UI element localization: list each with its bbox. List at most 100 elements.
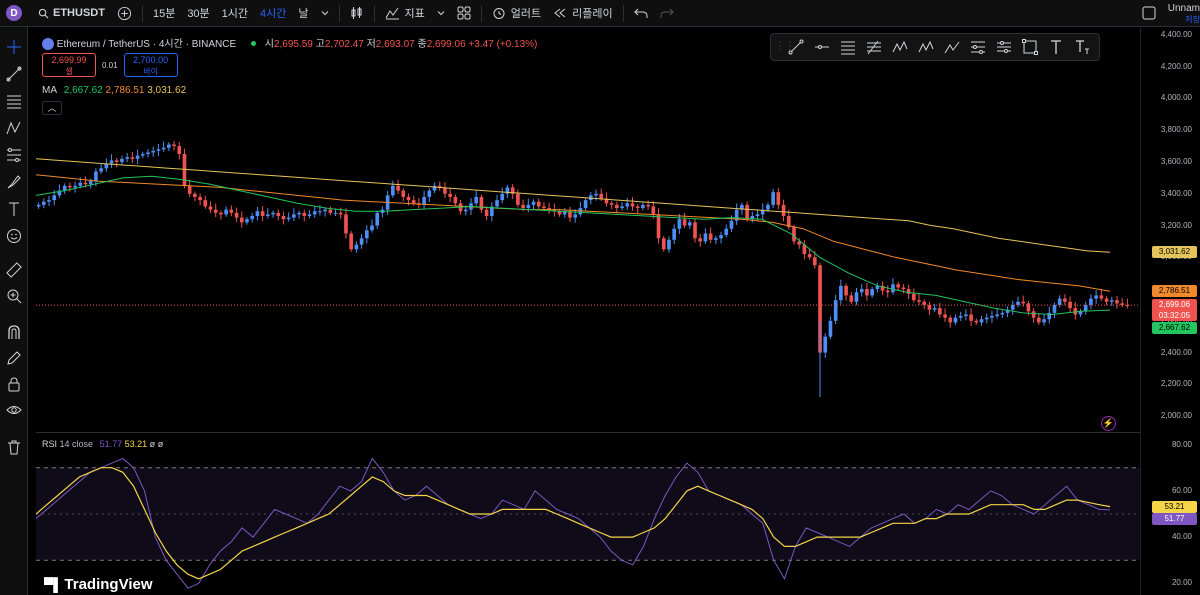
top-toolbar: D ETHUSDT 15분 30분 1시간 4시간 날 지표 얼러트 리플레이	[0, 0, 1200, 27]
candle	[615, 204, 619, 209]
drag-handle[interactable]: ⋮⋮	[775, 41, 795, 52]
lightning-icon[interactable]: ⚡	[1101, 416, 1116, 431]
ruler-tool[interactable]	[0, 259, 28, 281]
timeframe-4h[interactable]: 4시간	[260, 8, 287, 20]
zoom-tool[interactable]	[0, 285, 28, 307]
candle	[437, 185, 442, 188]
pane-divider[interactable]	[36, 432, 1200, 433]
delete-drawings-tool[interactable]	[0, 436, 28, 458]
horizontal-lines-tool[interactable]	[0, 90, 28, 112]
timeframe-15m[interactable]: 15분	[152, 8, 176, 20]
candle	[901, 287, 906, 290]
chevron-up-icon: ︿	[47, 103, 57, 113]
candle	[68, 185, 72, 188]
candle	[724, 228, 729, 236]
text-tool[interactable]	[0, 198, 28, 220]
candle	[531, 201, 536, 205]
candle	[609, 203, 614, 205]
drawing-mode-tool[interactable]	[0, 347, 28, 369]
replay-button[interactable]: 리플레이	[547, 0, 618, 27]
price-axis-tick: 3,200.00	[1160, 220, 1192, 230]
text-small-button[interactable]	[1069, 34, 1095, 60]
candle	[651, 206, 656, 215]
candle	[594, 193, 598, 196]
candle	[1073, 308, 1078, 315]
user-avatar[interactable]: D	[6, 5, 22, 21]
candle	[802, 244, 807, 255]
fib-tool[interactable]	[0, 144, 28, 166]
chart-type-button[interactable]	[344, 0, 370, 27]
candle	[338, 212, 343, 215]
ma-legend[interactable]: MA 2,667.62 2,786.51 3,031.62	[42, 85, 186, 96]
emoji-tool[interactable]	[0, 225, 28, 247]
lock-drawings-tool[interactable]	[0, 373, 28, 395]
candles-icon	[351, 7, 362, 19]
templates-button[interactable]	[451, 0, 477, 27]
candle	[323, 209, 327, 212]
fib-retracement-button[interactable]	[861, 34, 887, 60]
hide-drawings-tool[interactable]	[0, 399, 28, 421]
brush-tool[interactable]	[0, 171, 28, 193]
change-value: +3.47 (+0.13%)	[468, 39, 538, 50]
lock-icon	[8, 377, 20, 392]
alert-button[interactable]: 얼러트	[486, 0, 547, 27]
regression-channel-button[interactable]	[965, 34, 991, 60]
pencil-lock-icon	[7, 351, 21, 365]
price-axis[interactable]: 4,400.00 4,200.00 4,000.00 3,800.00 3,600.00…	[1140, 27, 1200, 595]
symbol-name: ETHUSDT	[53, 7, 105, 19]
indicators-button[interactable]: 지표	[379, 0, 431, 27]
symbol-title[interactable]: Ethereum / TetherUS · 4시간 · BINANCE	[56, 39, 237, 50]
timeframe-1d[interactable]: 날	[298, 8, 309, 20]
magnet-tool[interactable]	[0, 321, 28, 343]
xabcd-pattern-button[interactable]	[887, 34, 913, 60]
sell-button[interactable]: 2,699.99 셀	[42, 53, 96, 77]
rectangle-button[interactable]	[1017, 34, 1043, 60]
indicators-dropdown[interactable]	[431, 0, 451, 27]
long-position-button[interactable]	[991, 34, 1017, 60]
tradingview-logo[interactable]: ▀▌ TradingView	[44, 576, 153, 593]
rsi-pane[interactable]	[36, 433, 1140, 595]
parallel-channel-button[interactable]	[835, 34, 861, 60]
undo-button[interactable]	[628, 0, 654, 27]
compare-button[interactable]	[111, 0, 138, 27]
candle	[521, 204, 525, 209]
long-position-icon	[997, 41, 1011, 53]
timeframe-1h[interactable]: 1시간	[221, 8, 249, 20]
candle	[193, 193, 197, 197]
trend-line-tool[interactable]	[0, 63, 28, 85]
timeframe-dropdown[interactable]	[315, 0, 335, 27]
pattern-tool[interactable]	[0, 117, 28, 139]
timeframe-30m[interactable]: 30분	[187, 8, 210, 20]
rsi-legend[interactable]: RSI 14 close 51.77 53.21 ø ø	[42, 439, 163, 449]
candlestick-series	[36, 141, 1130, 398]
candle	[760, 209, 765, 215]
candle	[78, 182, 83, 186]
candle	[307, 214, 312, 216]
candle	[359, 238, 364, 245]
candle	[354, 244, 359, 250]
layout-name-button[interactable]: Unnam 저장	[1168, 3, 1200, 25]
candle	[625, 203, 630, 207]
price-chart-pane[interactable]	[36, 27, 1140, 432]
crosshair-tool[interactable]	[0, 36, 28, 58]
candle	[396, 185, 400, 191]
symbol-search-button[interactable]: ETHUSDT	[32, 0, 111, 27]
magnet-icon	[8, 325, 20, 339]
redo-button[interactable]	[654, 0, 680, 27]
buy-button[interactable]: 2,700.00 바이	[123, 53, 178, 77]
fullscreen-toggle[interactable]	[1136, 0, 1162, 27]
trend-line-button[interactable]	[783, 34, 809, 60]
candle	[224, 209, 228, 215]
horizontal-ray-button[interactable]	[809, 34, 835, 60]
market-status-dot	[250, 41, 256, 46]
candle	[516, 193, 520, 205]
candle	[880, 285, 885, 291]
candle	[938, 308, 942, 315]
candle	[656, 214, 661, 239]
elliott-wave-button[interactable]	[913, 34, 939, 60]
candle	[156, 149, 161, 151]
collapse-legend-button[interactable]: ︿	[42, 101, 62, 115]
trend-angle-button[interactable]	[939, 34, 965, 60]
text-icon	[1051, 40, 1061, 54]
text-button[interactable]	[1043, 34, 1069, 60]
